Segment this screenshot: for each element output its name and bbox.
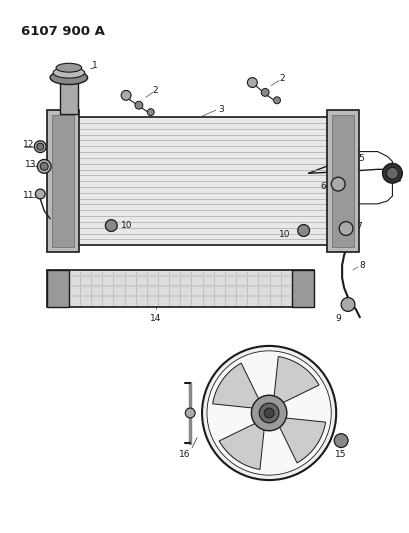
Bar	[331, 115, 353, 247]
Circle shape	[105, 220, 117, 231]
Polygon shape	[273, 357, 318, 403]
Text: 4: 4	[394, 175, 400, 184]
Circle shape	[40, 163, 48, 171]
Text: 8: 8	[359, 261, 365, 270]
Bar	[76, 117, 328, 245]
Text: 2: 2	[152, 86, 158, 95]
Circle shape	[258, 403, 278, 423]
Circle shape	[263, 408, 273, 418]
Text: 16: 16	[178, 450, 189, 459]
Text: 6: 6	[320, 182, 326, 191]
Circle shape	[386, 167, 398, 179]
Text: 12: 12	[22, 140, 34, 149]
Text: 14: 14	[150, 314, 161, 324]
Circle shape	[37, 159, 51, 173]
Circle shape	[35, 189, 45, 199]
Text: 2: 2	[278, 74, 284, 83]
Text: 13: 13	[25, 160, 36, 169]
Polygon shape	[278, 418, 325, 463]
Bar	[326, 110, 358, 252]
Circle shape	[338, 222, 352, 236]
Circle shape	[34, 141, 46, 152]
Text: 5: 5	[357, 154, 363, 163]
Ellipse shape	[56, 63, 81, 72]
Circle shape	[121, 91, 131, 100]
Text: 15: 15	[335, 450, 346, 459]
Text: 10: 10	[121, 221, 133, 230]
Circle shape	[333, 434, 347, 448]
Circle shape	[147, 109, 154, 116]
Text: 9: 9	[335, 314, 340, 324]
Circle shape	[330, 177, 344, 191]
Circle shape	[37, 143, 44, 150]
Circle shape	[207, 351, 330, 475]
Polygon shape	[219, 423, 264, 470]
Polygon shape	[212, 363, 259, 408]
Circle shape	[251, 395, 286, 431]
Bar	[52, 115, 74, 247]
Circle shape	[297, 224, 309, 237]
Ellipse shape	[50, 71, 88, 85]
Ellipse shape	[53, 67, 84, 78]
Text: 10: 10	[279, 230, 290, 239]
Text: 11: 11	[22, 191, 34, 200]
Text: 7: 7	[355, 222, 361, 231]
Circle shape	[135, 101, 142, 109]
Bar	[47, 110, 79, 252]
Circle shape	[340, 297, 354, 311]
Text: 1: 1	[91, 61, 97, 70]
Circle shape	[273, 97, 280, 104]
Bar	[291, 270, 313, 308]
Circle shape	[185, 408, 195, 418]
Bar	[47, 270, 69, 308]
Text: 3: 3	[217, 104, 223, 114]
Circle shape	[382, 164, 401, 183]
Text: 6107 900 A: 6107 900 A	[20, 25, 104, 38]
Circle shape	[202, 346, 335, 480]
Circle shape	[261, 88, 268, 96]
Bar	[60, 83, 78, 114]
Bar	[47, 270, 313, 308]
Circle shape	[247, 78, 257, 87]
